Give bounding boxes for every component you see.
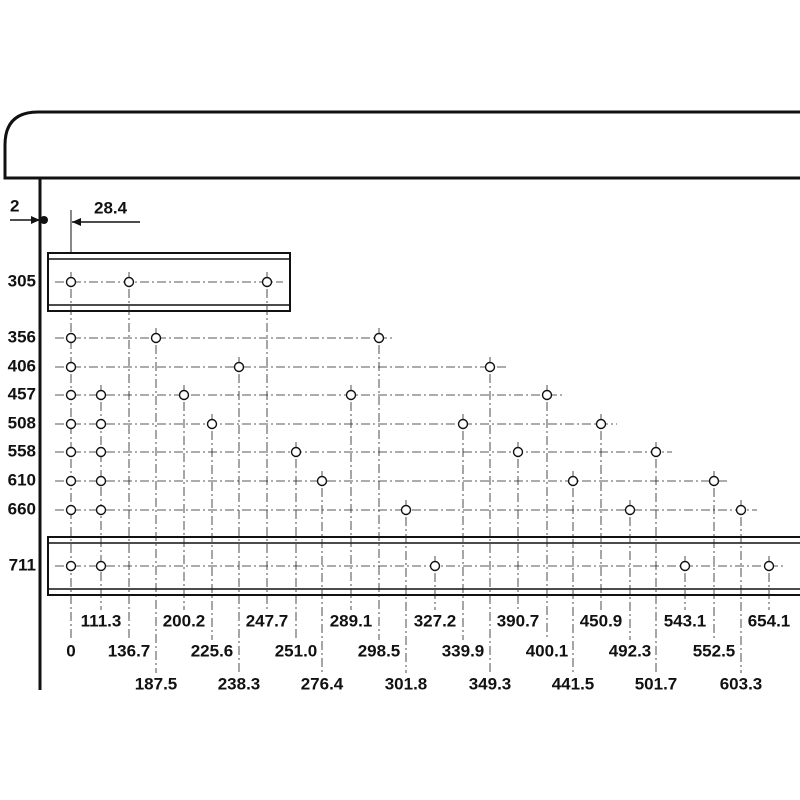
column-label: 111.3: [81, 611, 122, 630]
column-label: 654.1: [748, 611, 791, 630]
column-label: 251.0: [275, 641, 318, 660]
column-label: 276.4: [301, 674, 344, 693]
column-label: 187.5: [135, 674, 178, 693]
hole: [65, 446, 77, 458]
column-label: 200.2: [163, 611, 206, 630]
column-label: 349.3: [469, 674, 512, 693]
hole: [650, 446, 662, 458]
hole: [95, 418, 107, 430]
row-label: 305: [8, 271, 36, 290]
column-label: 298.5: [358, 641, 401, 660]
hole: [65, 504, 77, 516]
column-label: 390.7: [497, 611, 540, 630]
hole: [679, 560, 691, 572]
hole: [65, 332, 77, 344]
hole: [541, 389, 553, 401]
reference-dot: [40, 216, 48, 224]
hole: [95, 504, 107, 516]
row-label: 406: [8, 356, 36, 375]
arrowhead: [72, 218, 81, 226]
hole: [316, 475, 328, 487]
column-label: 136.7: [108, 641, 151, 660]
column-label: 501.7: [635, 674, 678, 693]
hole: [512, 446, 524, 458]
column-label: 301.8: [385, 674, 428, 693]
column-label: 0: [66, 641, 75, 660]
runner-box: [47, 536, 800, 596]
hole: [708, 475, 720, 487]
hole: [65, 361, 77, 373]
hole: [150, 332, 162, 344]
hole: [65, 276, 77, 288]
hole: [290, 446, 302, 458]
row-label: 558: [8, 441, 36, 460]
arrowhead: [31, 216, 40, 224]
hole: [65, 389, 77, 401]
hole: [345, 389, 357, 401]
hole: [65, 418, 77, 430]
column-label: 327.2: [414, 611, 457, 630]
hole: [735, 504, 747, 516]
row-label: 610: [8, 470, 36, 489]
hole: [373, 332, 385, 344]
hole: [595, 418, 607, 430]
hole: [95, 389, 107, 401]
column-label: 441.5: [552, 674, 595, 693]
hole: [763, 560, 775, 572]
dimension-label: 2: [10, 196, 19, 215]
row-label: 660: [8, 499, 36, 518]
hole: [95, 475, 107, 487]
hole: [567, 475, 579, 487]
column-label: 339.9: [442, 641, 485, 660]
hole: [95, 446, 107, 458]
hole: [261, 276, 273, 288]
row-label: 508: [8, 413, 36, 432]
column-label: 289.1: [330, 611, 373, 630]
dimension-label: 28.4: [94, 198, 128, 217]
column-label: 492.3: [609, 641, 652, 660]
row-label: 711: [9, 555, 36, 574]
column-label: 603.3: [720, 674, 763, 693]
column-label: 238.3: [218, 674, 261, 693]
hole: [206, 418, 218, 430]
hole: [400, 504, 412, 516]
column-label: 450.9: [580, 611, 623, 630]
hole: [65, 560, 77, 572]
hole: [123, 276, 135, 288]
column-label: 247.7: [246, 611, 289, 630]
hole: [65, 475, 77, 487]
runner-box: [47, 252, 291, 312]
hole: [624, 504, 636, 516]
hole: [457, 418, 469, 430]
hole: [178, 389, 190, 401]
hole: [95, 560, 107, 572]
hole: [484, 361, 496, 373]
column-label: 543.1: [664, 611, 707, 630]
worktop: [3, 110, 800, 180]
column-label: 400.1: [526, 641, 569, 660]
column-label: 552.5: [693, 641, 736, 660]
column-label: 225.6: [191, 641, 234, 660]
row-label: 356: [8, 327, 36, 346]
hole: [233, 361, 245, 373]
row-label: 457: [8, 384, 36, 403]
hole: [429, 560, 441, 572]
